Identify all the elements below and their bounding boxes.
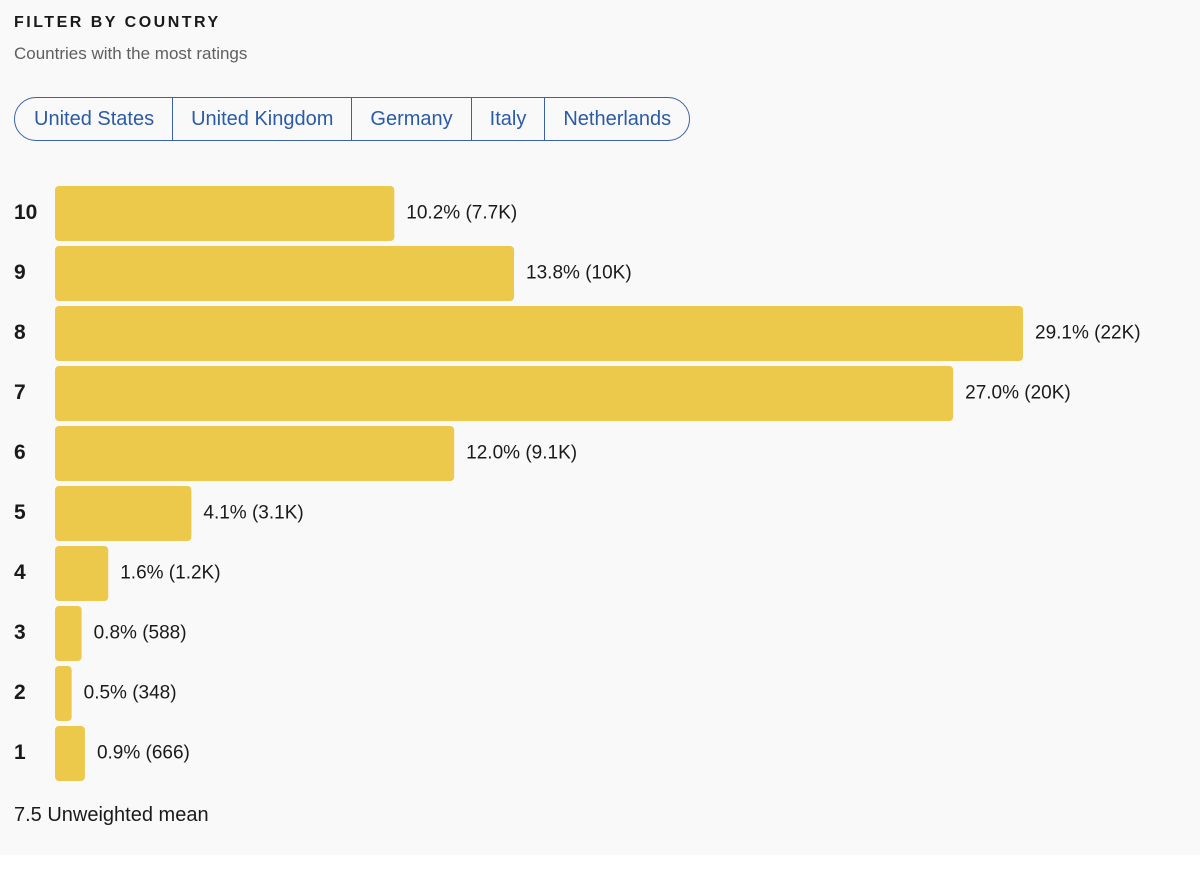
filter-button[interactable]: Netherlands [544,98,689,140]
filter-button[interactable]: Italy [470,98,545,140]
subtitle: Countries with the most ratings [14,44,248,63]
value-label: 12.0% (9.1K) [466,443,577,464]
bar [55,606,82,661]
bar [55,366,954,421]
bar [55,726,85,781]
value-label: 27.0% (20K) [965,383,1071,404]
value-label: 4.1% (3.1K) [203,503,303,524]
rating-label: 7 [14,381,26,404]
bar [55,426,455,481]
value-label: 0.8% (588) [94,623,187,644]
rating-label: 10 [14,201,37,224]
bar [55,666,72,721]
rating-label: 9 [14,261,26,284]
title: FILTER BY COUNTRY [14,14,221,31]
rating-label: 3 [14,621,26,644]
bar [55,546,109,601]
bar [55,306,1023,361]
value-label: 1.6% (1.2K) [120,563,220,584]
rating-label: 4 [14,561,26,584]
bar [55,186,395,241]
bar [55,486,192,541]
rating-label: 1 [14,741,26,764]
filter-button[interactable]: Germany [351,98,470,140]
rating-label: 2 [14,681,26,704]
rating-label: 8 [14,321,26,344]
filter-group: United States United Kingdom Germany Italy N… [14,97,691,141]
value-label: 13.8% (10K) [526,263,632,284]
mean-note: 7.5 Unweighted mean [14,804,209,826]
rating-label: 5 [14,501,26,524]
filter-button[interactable]: United States [15,98,172,140]
value-label: 0.5% (348) [84,683,177,704]
chart: 10 10.2% (7.7K) 9 13.8% (10K) 8 29.1% (22K) 7 2… [14,186,1141,781]
value-label: 10.2% (7.7K) [406,203,517,224]
rating-label: 6 [14,441,26,464]
value-label: 0.9% (666) [97,743,190,764]
value-label: 29.1% (22K) [1035,323,1141,344]
bar [55,246,515,301]
filter-button[interactable]: United Kingdom [172,98,351,140]
